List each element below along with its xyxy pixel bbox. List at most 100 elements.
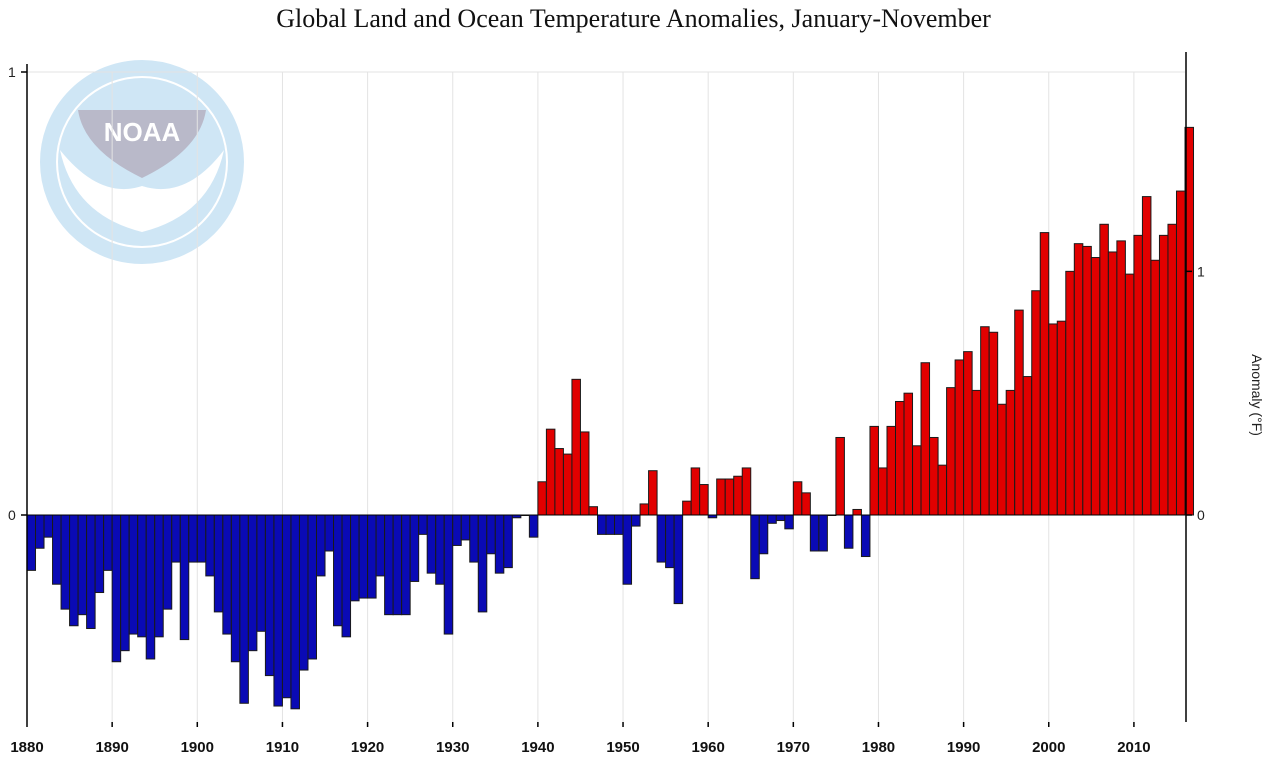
bar-1928 (435, 514, 445, 585)
bar-1991 (971, 389, 982, 516)
bar-1941 (545, 428, 556, 516)
bar-1890 (111, 514, 122, 663)
bar-1933 (477, 514, 488, 613)
bar-1980 (877, 467, 888, 516)
right-tick-label: 1 (1197, 263, 1205, 279)
left-tick-label: 0 (8, 507, 16, 523)
bar-1895 (154, 514, 164, 638)
bar-1885 (69, 514, 79, 627)
bar-2001 (1056, 320, 1067, 516)
x-tick-label: 1930 (436, 739, 469, 756)
bar-1894 (145, 514, 156, 660)
bar-1948 (605, 514, 616, 535)
bar-1883 (52, 514, 62, 585)
bar-2010 (1133, 234, 1143, 516)
bar-1999 (1039, 232, 1050, 516)
left-tick-label: 1 (8, 64, 16, 80)
bar-1946 (588, 506, 598, 516)
bar-1915 (324, 514, 335, 552)
bar-1904 (230, 514, 241, 663)
x-tick-label: 1980 (862, 739, 895, 756)
logo-bird (60, 150, 224, 232)
bar-2000 (1048, 323, 1058, 516)
x-tick-label: 1940 (521, 739, 554, 756)
bar-1900 (196, 514, 207, 563)
bar-1925 (409, 514, 420, 582)
bar-1959 (699, 484, 709, 516)
bar-1983 (903, 392, 914, 516)
bar-1918 (350, 514, 360, 602)
bar-1990 (963, 351, 973, 516)
bar-1932 (469, 514, 479, 563)
x-tick-label: 1890 (95, 739, 128, 756)
bar-1891 (120, 514, 130, 652)
bar-2007 (1107, 251, 1118, 516)
bar-1934 (486, 514, 496, 555)
bar-1962 (724, 478, 735, 516)
bar-1981 (886, 425, 896, 516)
bar-1982 (895, 400, 905, 516)
bar-1957 (682, 500, 692, 516)
bar-1940 (537, 481, 547, 516)
bar-1961 (716, 478, 726, 516)
right-tick-label: 0 (1197, 507, 1205, 523)
bar-1882 (43, 514, 54, 538)
bar-1917 (341, 514, 352, 638)
bar-1998 (1031, 290, 1041, 516)
bar-1942 (554, 448, 564, 516)
bar-1945 (579, 431, 590, 516)
bar-1973 (818, 514, 828, 552)
bar-1947 (596, 514, 607, 535)
bar-1968 (775, 514, 786, 522)
bar-1884 (60, 514, 71, 610)
logo-ring (40, 60, 244, 264)
bar-2004 (1082, 245, 1092, 516)
x-tick-label: 1880 (10, 739, 43, 756)
logo-text: NOAA (104, 117, 181, 147)
bar-2012 (1150, 259, 1160, 516)
bar-1972 (809, 514, 820, 552)
bar-1978 (860, 514, 871, 558)
bar-1926 (418, 514, 428, 535)
bar-2015 (1175, 190, 1186, 516)
y-axis-label: Anomaly (°F) (1249, 354, 1265, 436)
bar-1963 (733, 475, 743, 516)
bar-1988 (946, 387, 956, 516)
bar-1989 (954, 359, 965, 516)
bar-1901 (205, 514, 215, 577)
bar-1979 (869, 425, 879, 516)
bar-1936 (503, 514, 513, 569)
axes (21, 52, 1192, 727)
x-tick-label: 2000 (1032, 739, 1065, 756)
bar-1905 (239, 514, 249, 704)
bar-1897 (171, 514, 181, 563)
bar-2014 (1167, 223, 1177, 516)
tick-labels: 0 1 0 1 1880 1890 1900 1910 1920 1930 1940 1950 1960… (8, 64, 1265, 756)
bar-1987 (937, 464, 948, 516)
bar-1970 (792, 481, 803, 516)
bar-1996 (1014, 309, 1024, 516)
bar-1899 (188, 514, 198, 563)
bar-1952 (639, 503, 650, 516)
bar-1985 (920, 362, 931, 516)
bar-1927 (426, 514, 437, 574)
bar-2011 (1141, 196, 1152, 516)
bar-1965 (750, 514, 760, 580)
bar-2002 (1065, 270, 1075, 516)
bar-1939 (528, 514, 539, 538)
bar-1913 (307, 514, 317, 660)
x-tick-label: 2010 (1117, 739, 1150, 756)
bar-1907 (256, 514, 266, 632)
bar-1887 (86, 514, 96, 630)
bar-1909 (273, 514, 283, 707)
bar-1993 (988, 331, 999, 516)
bar-1906 (247, 514, 258, 652)
bar-1892 (128, 514, 139, 635)
bar-1953 (648, 470, 658, 516)
bar-1967 (767, 514, 777, 524)
bar-1977 (852, 508, 862, 516)
bar-1994 (997, 403, 1007, 516)
bar-1903 (222, 514, 232, 635)
x-tick-label: 1900 (181, 739, 214, 756)
bar-1943 (562, 453, 573, 516)
